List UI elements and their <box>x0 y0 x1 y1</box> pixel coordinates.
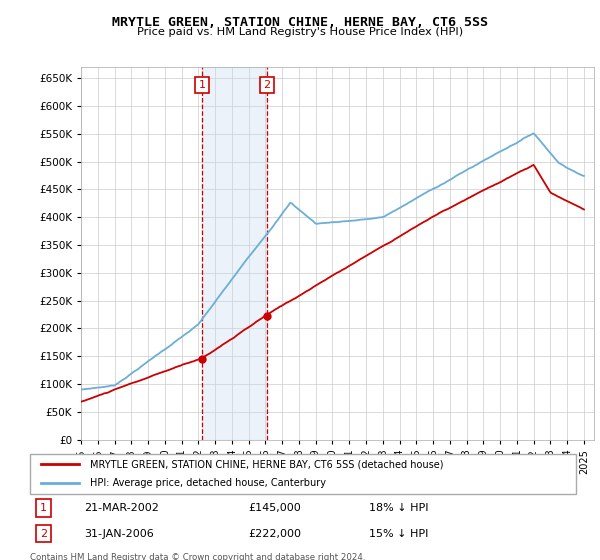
Text: MRYTLE GREEN, STATION CHINE, HERNE BAY, CT6 5SS (detached house): MRYTLE GREEN, STATION CHINE, HERNE BAY, … <box>90 460 443 469</box>
Text: HPI: Average price, detached house, Canterbury: HPI: Average price, detached house, Cant… <box>90 478 326 488</box>
FancyBboxPatch shape <box>30 454 576 494</box>
Bar <box>202 67 267 440</box>
Text: 15% ↓ HPI: 15% ↓ HPI <box>368 529 428 539</box>
Text: MRYTLE GREEN, STATION CHINE, HERNE BAY, CT6 5SS: MRYTLE GREEN, STATION CHINE, HERNE BAY, … <box>112 16 488 29</box>
Text: 18% ↓ HPI: 18% ↓ HPI <box>368 503 428 514</box>
Text: 1: 1 <box>199 80 206 90</box>
Text: 31-JAN-2006: 31-JAN-2006 <box>85 529 154 539</box>
Text: 2: 2 <box>263 80 271 90</box>
Text: £145,000: £145,000 <box>248 503 301 514</box>
Text: 1: 1 <box>40 503 47 514</box>
Text: Price paid vs. HM Land Registry's House Price Index (HPI): Price paid vs. HM Land Registry's House … <box>137 27 463 37</box>
Text: Contains HM Land Registry data © Crown copyright and database right 2024.
This d: Contains HM Land Registry data © Crown c… <box>30 553 365 560</box>
Text: £222,000: £222,000 <box>248 529 301 539</box>
Text: 2: 2 <box>40 529 47 539</box>
Text: 21-MAR-2002: 21-MAR-2002 <box>85 503 160 514</box>
